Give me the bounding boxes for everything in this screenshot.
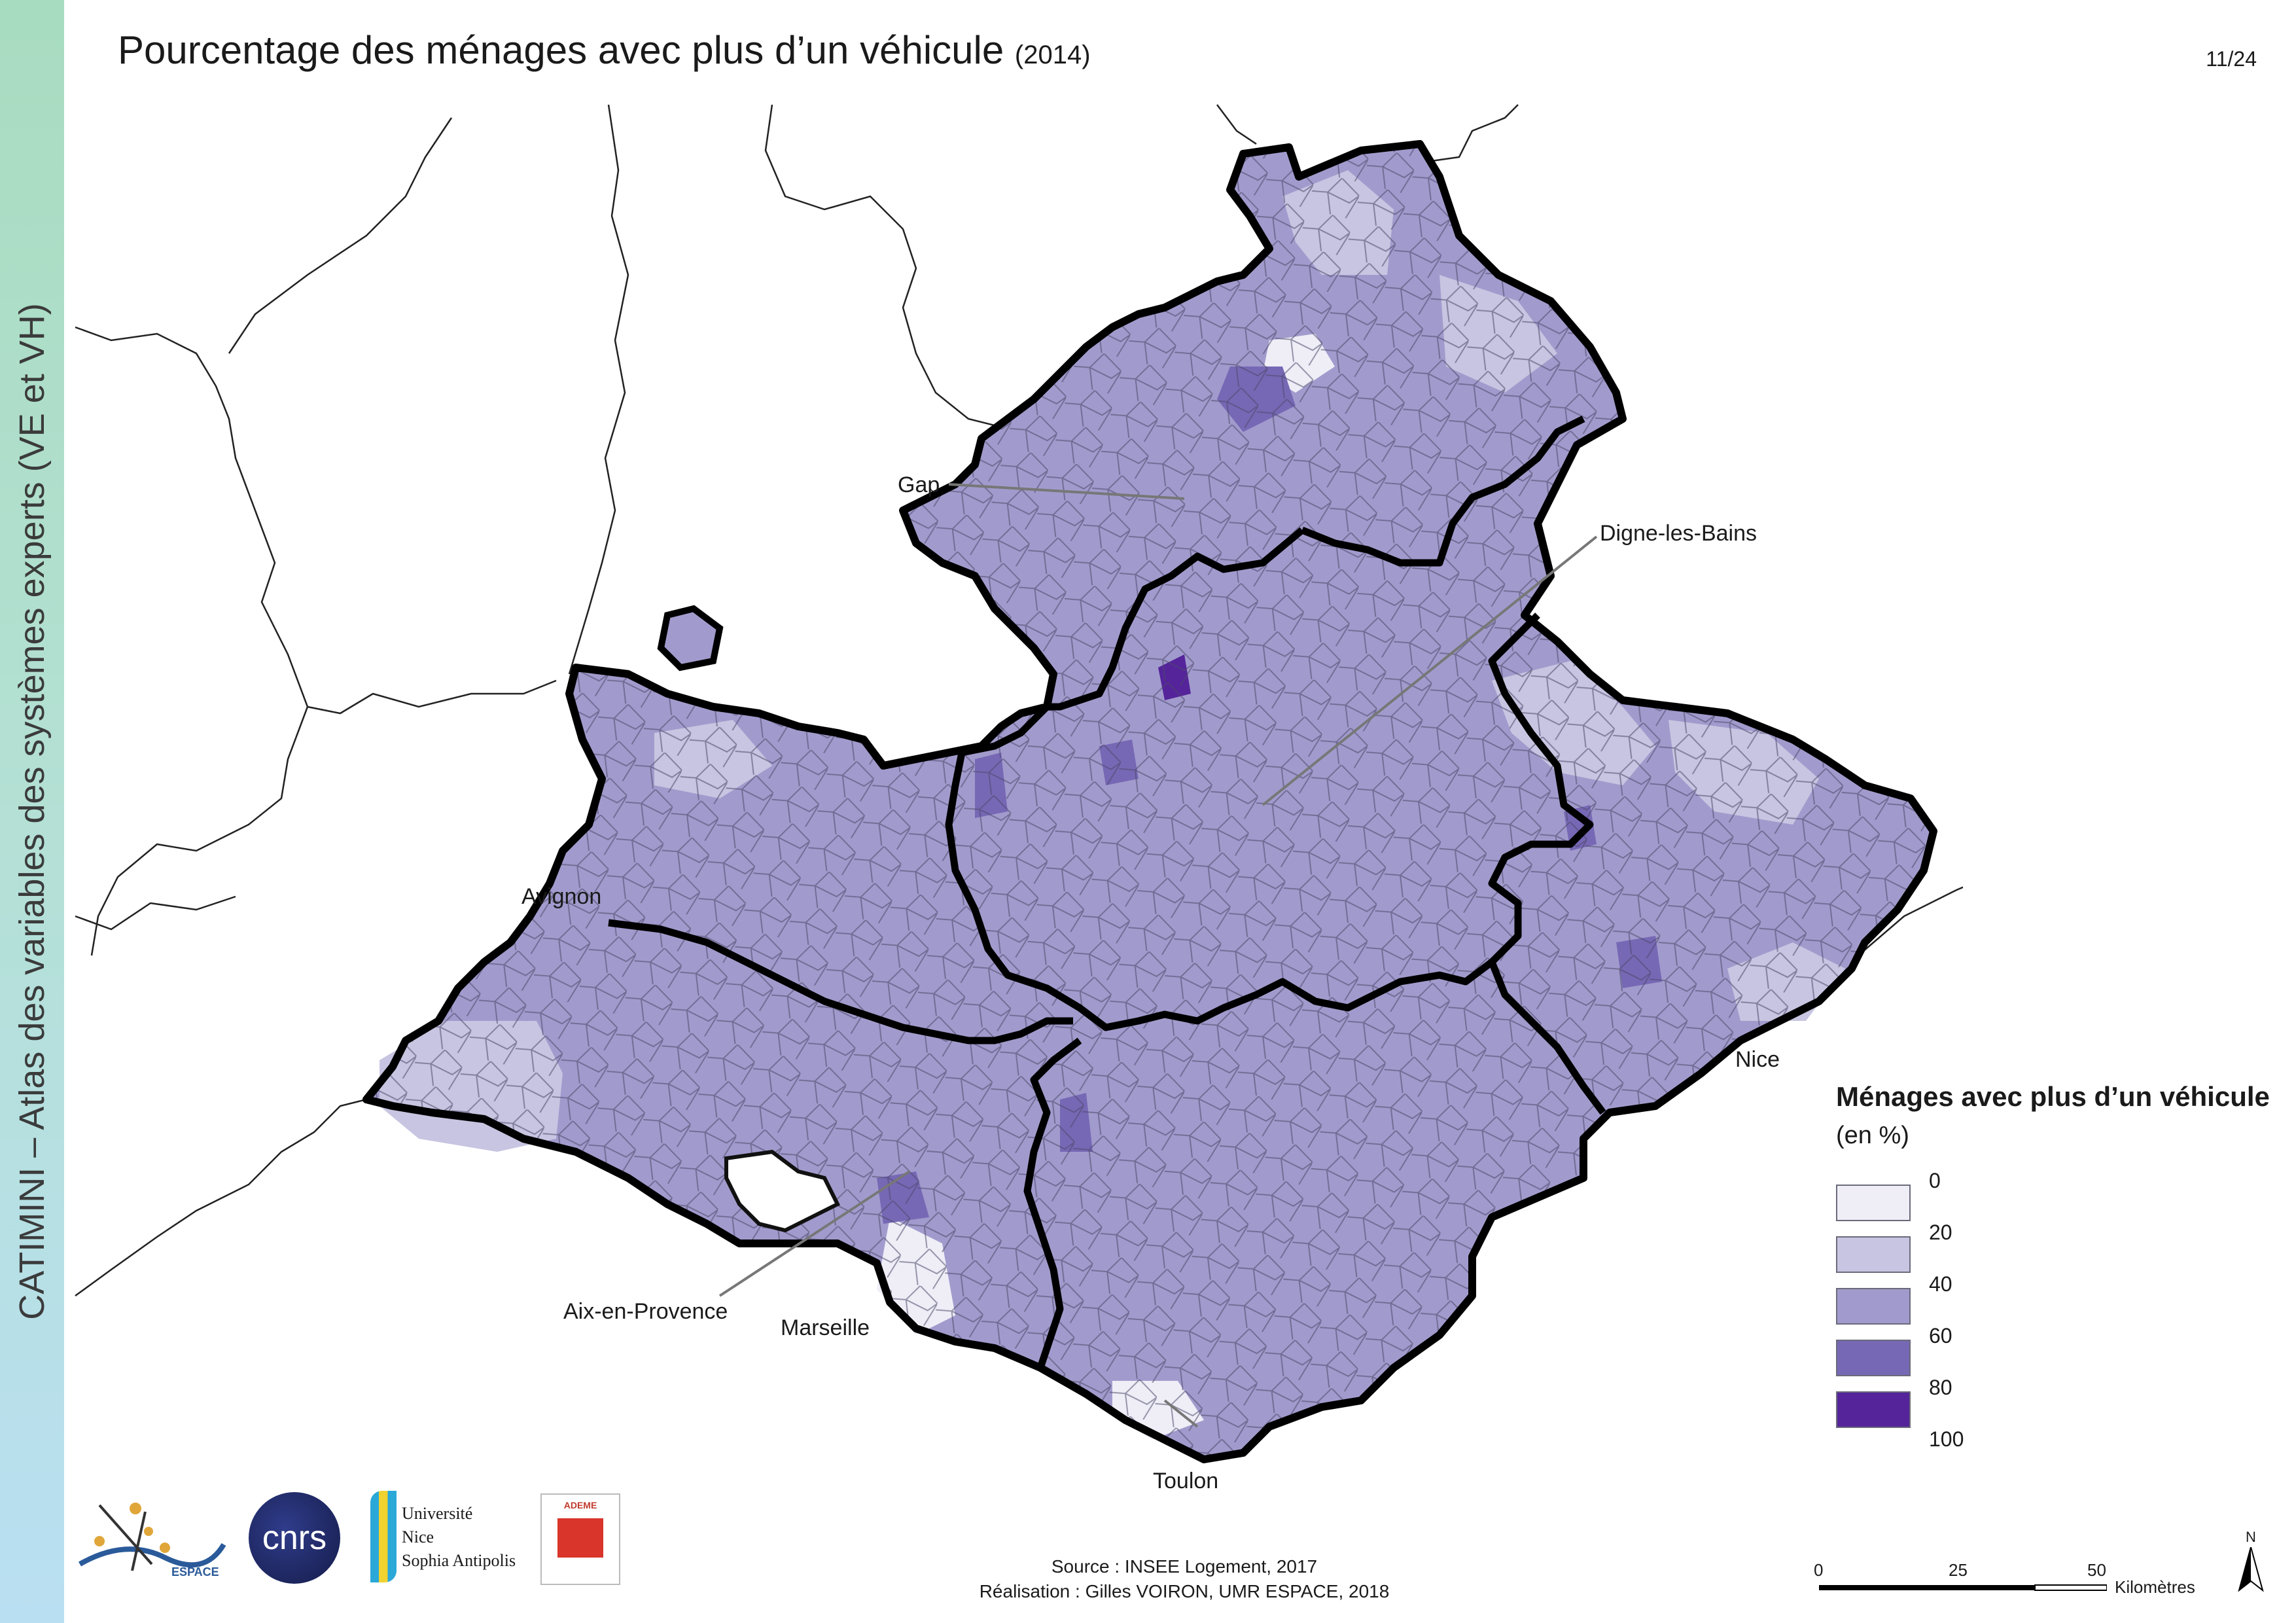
legend-tick-0: 0: [1929, 1169, 1941, 1192]
commune-texture: [366, 144, 1934, 1459]
region-outline: [362, 140, 1937, 1463]
legend-tick-40: 40: [1929, 1272, 1952, 1296]
city-aix: Aix-en-Provence: [563, 1299, 728, 1324]
unice-bar: [370, 1491, 397, 1582]
city-digne: Digne-les-Bains: [1600, 521, 1757, 546]
city-toulon: Toulon: [1153, 1469, 1219, 1493]
espace-emblem: [79, 1503, 226, 1571]
city-nice: Nice: [1735, 1047, 1780, 1072]
scale-unit: Kilomètres: [2115, 1577, 2195, 1597]
region-map: [75, 104, 1963, 1463]
north-label: N: [2246, 1529, 2256, 1545]
scale-label-25: 25: [1949, 1560, 1968, 1580]
ademe-emblem: [557, 1518, 603, 1558]
city-marseille: Marseille: [781, 1315, 870, 1340]
legend-swatch-80-100: [1836, 1391, 1911, 1428]
marseille-hole: [724, 1149, 841, 1233]
department-boundaries: [608, 416, 1606, 1369]
espace-logo: ESPACE: [73, 1492, 230, 1584]
sidebar-band: CATIMINI – Atlas des variables des systè…: [0, 0, 64, 1623]
city-gap: Gap: [898, 473, 940, 497]
enclave-outline: [657, 605, 724, 671]
legend-swatch-20-40: [1836, 1236, 1911, 1273]
unice-text-2: Nice: [402, 1527, 434, 1546]
title-year: (2014): [1014, 41, 1091, 69]
enclave: [661, 609, 720, 668]
legend-tick-80: 80: [1929, 1376, 1952, 1399]
unice-text-1: Université: [402, 1504, 473, 1523]
page-number: 11/24: [2206, 47, 2257, 71]
legend-swatch-0-20: [1836, 1185, 1911, 1221]
title-text: Pourcentage des ménages avec plus d’un v…: [118, 28, 1004, 72]
unice-text-3: Sophia Antipolis: [402, 1551, 516, 1570]
legend-swatch-60-80: [1836, 1340, 1911, 1376]
city-leaders: [718, 483, 1598, 1428]
legend-subtitle: (en %): [1836, 1122, 1909, 1149]
city-avignon: Avignon: [521, 884, 602, 909]
legend-tick-20: 20: [1929, 1221, 1952, 1244]
unice-logo: Université Nice Sophia Antipolis: [370, 1491, 521, 1582]
cnrs-logo: cnrs: [249, 1492, 340, 1584]
north-arrow-icon: [2238, 1547, 2264, 1592]
cnrs-logo-text: cnrs: [262, 1519, 327, 1557]
legend-tick-100: 100: [1929, 1427, 1964, 1451]
scale-label-0: 0: [1814, 1560, 1824, 1580]
sidebar-title: CATIMINI – Atlas des variables des systè…: [12, 303, 52, 1320]
neighbour-boundaries: [75, 104, 1963, 1297]
page-title: Pourcentage des ménages avec plus d’un v…: [118, 27, 1091, 73]
source-line: Source : INSEE Logement, 2017: [1051, 1556, 1318, 1577]
ademe-logo: ADEME: [540, 1493, 620, 1585]
espace-logo-text: ESPACE: [171, 1565, 219, 1578]
ademe-logo-text: ADEME: [563, 1500, 597, 1510]
legend-tick-60: 60: [1929, 1324, 1952, 1347]
legend-swatch-40-60: [1836, 1288, 1911, 1325]
scale-label-50: 50: [2087, 1560, 2106, 1580]
scale-bar: [1819, 1584, 2107, 1591]
credit-line: Réalisation : Gilles VOIRON, UMR ESPACE,…: [979, 1581, 1390, 1601]
legend-title: Ménages avec plus d’un véhicule: [1836, 1081, 2270, 1112]
